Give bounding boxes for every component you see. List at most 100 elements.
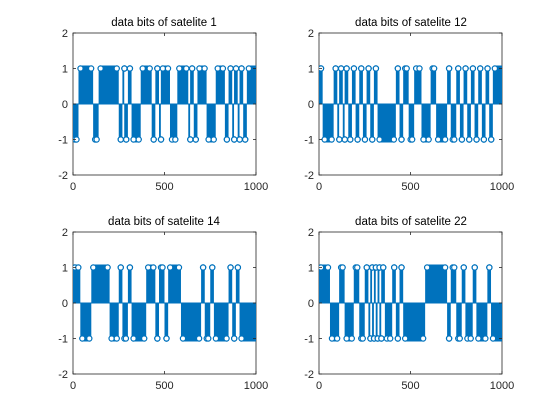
marker-2-21-1 xyxy=(425,136,432,143)
marker-4-4-1 xyxy=(354,264,361,271)
marker-2-30-1 xyxy=(469,65,477,72)
stem-run-3-4 xyxy=(118,267,123,303)
ytick-label: 0 xyxy=(308,99,314,111)
stem-run-2-30 xyxy=(470,68,475,104)
marker-2-36-0 xyxy=(491,65,499,72)
marker-3-7-1 xyxy=(140,335,148,342)
marker-2-22-1 xyxy=(430,65,438,72)
marker-2-28-1 xyxy=(462,65,469,72)
stem-run-4-11 xyxy=(375,303,378,339)
stem-run-3-21 xyxy=(239,303,256,339)
marker-3-3-1 xyxy=(113,335,120,342)
stem-run-1-24 xyxy=(232,104,235,140)
marker-3-17-1 xyxy=(223,335,230,342)
marker-2-16-1 xyxy=(394,65,402,72)
marker-1-4-1 xyxy=(117,136,124,143)
stem-run-4-23 xyxy=(456,303,462,339)
ytick-label: -2 xyxy=(304,170,314,182)
marker-1-1-0 xyxy=(77,65,84,72)
marker-2-35-1 xyxy=(487,136,495,143)
stem-run-4-0 xyxy=(319,267,330,303)
stem-run-1-1 xyxy=(78,68,94,104)
stem-run-2-2 xyxy=(333,68,338,104)
ytick-label: 2 xyxy=(308,28,314,40)
stem-run-1-11 xyxy=(155,68,160,104)
subplot-2-stems xyxy=(319,65,502,143)
marker-3-14-1 xyxy=(199,264,207,271)
stem-run-3-7 xyxy=(131,303,147,339)
ytick-label: 1 xyxy=(308,263,314,275)
stem-run-2-27 xyxy=(459,104,464,140)
marker-1-19-1 xyxy=(201,65,208,72)
stem-run-2-25 xyxy=(450,104,457,140)
stem-run-1-9 xyxy=(140,68,152,104)
stem-run-1-18 xyxy=(193,104,198,140)
stem-run-2-7 xyxy=(348,104,352,140)
stem-run-3-10 xyxy=(159,267,165,303)
subplot-3-title: data bits of satelite 14 xyxy=(108,216,220,228)
stem-run-2-22 xyxy=(430,68,437,104)
stem-run-2-15 xyxy=(377,104,396,140)
marker-2-21-0 xyxy=(420,136,427,143)
subplot-4-ticks: -2 -1 0 1 2 0 500 1000 xyxy=(304,227,514,392)
marker-1-27-1 xyxy=(238,65,245,72)
marker-2-6-1 xyxy=(343,65,350,72)
marker-4-3-0 xyxy=(343,335,350,342)
stem-run-1-27 xyxy=(239,68,244,104)
marker-2-24-1 xyxy=(445,65,453,72)
stem-run-1-28 xyxy=(243,104,247,140)
marker-1-8-1 xyxy=(135,136,142,143)
marker-3-20-1 xyxy=(234,264,242,271)
marker-2-23-1 xyxy=(441,136,449,143)
stem-run-4-6 xyxy=(364,267,369,303)
stem-run-2-23 xyxy=(436,104,448,140)
marker-3-12-0 xyxy=(166,264,174,271)
stem-run-1-8 xyxy=(131,104,141,140)
stem-run-2-1 xyxy=(322,104,334,140)
marker-3-2-0 xyxy=(90,264,97,271)
stem-run-2-9 xyxy=(355,104,360,140)
marker-1-19-0 xyxy=(196,65,203,72)
marker-1-9-0 xyxy=(139,65,146,72)
ytick-label: -1 xyxy=(58,334,68,346)
stem-run-2-17 xyxy=(399,104,404,140)
marker-1-26-1 xyxy=(236,136,243,143)
marker-3-12-1 xyxy=(175,264,183,271)
stem-run-2-14 xyxy=(373,68,378,104)
xtick-label: 500 xyxy=(155,380,173,392)
marker-3-7-0 xyxy=(130,335,137,342)
stem-run-1-16 xyxy=(188,104,191,140)
ytick-label: 0 xyxy=(308,298,314,310)
stem-run-2-26 xyxy=(456,68,460,104)
stem-run-2-19 xyxy=(408,104,415,140)
subplot-3: data bits of satelite 14 -2 -1 0 1 2 0 500 1000 xyxy=(58,216,268,392)
marker-2-8-1 xyxy=(350,65,358,72)
stem-run-1-2 xyxy=(93,104,99,140)
marker-1-5-1 xyxy=(121,65,128,72)
marker-3-1-1 xyxy=(86,335,93,342)
marker-4-15-1 xyxy=(387,335,394,342)
ytick-label: -2 xyxy=(58,170,68,182)
stem-run-2-6 xyxy=(344,68,349,104)
subplot-1-title: data bits of satelite 1 xyxy=(111,17,216,29)
xtick-label: 1000 xyxy=(244,181,268,193)
stem-run-2-0 xyxy=(319,68,323,104)
stem-run-1-10 xyxy=(151,104,156,140)
stem-run-1-3 xyxy=(98,68,119,104)
marker-4-19-0 xyxy=(401,335,409,342)
stem-run-1-29 xyxy=(246,68,256,104)
marker-4-27-1 xyxy=(482,335,489,342)
marker-2-29-1 xyxy=(466,136,473,143)
marker-1-23-1 xyxy=(227,65,234,72)
marker-3-21-0 xyxy=(238,335,245,342)
marker-1-15-1 xyxy=(183,65,190,72)
marker-2-12-1 xyxy=(365,65,372,72)
marker-4-26-1 xyxy=(471,264,478,271)
marker-1-11-1 xyxy=(154,65,161,72)
stem-run-3-14 xyxy=(201,267,205,303)
marker-3-5-1 xyxy=(122,335,130,342)
stem-run-3-12 xyxy=(168,267,181,303)
marker-3-1-0 xyxy=(79,335,86,342)
stem-run-1-5 xyxy=(122,68,125,104)
